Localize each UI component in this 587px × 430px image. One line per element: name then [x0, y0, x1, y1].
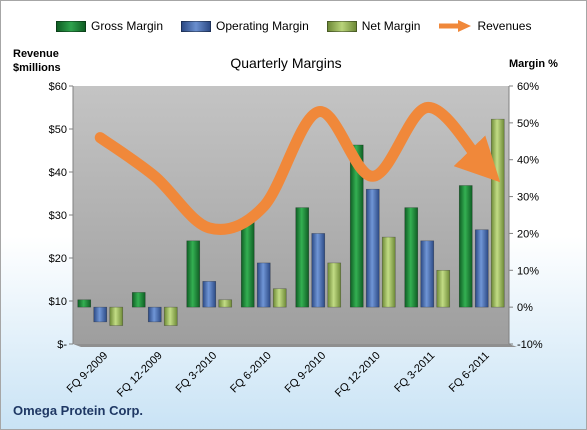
right-tick-label: 30% — [517, 192, 539, 204]
gross-margin-bar — [295, 207, 310, 308]
legend-revenues-label: Revenues — [477, 19, 532, 33]
operating-margin-bar — [256, 262, 271, 308]
operating-margin-bar — [202, 281, 217, 308]
operating-margin-bar — [93, 306, 108, 323]
operating-margin-bar — [311, 233, 326, 308]
left-axis-title-line2: $millions — [13, 62, 61, 74]
gross-margin-swatch — [56, 20, 86, 32]
net-margin-bar — [272, 288, 287, 308]
left-tick-label: $40 — [49, 167, 67, 179]
net-margin-bar — [109, 306, 124, 326]
legend-gross-label: Gross Margin — [91, 19, 164, 33]
category-label: FQ 3-2010 — [174, 350, 220, 396]
gross-margin-bar — [131, 292, 146, 308]
net-margin-bar — [490, 118, 505, 308]
category-label: FQ 12-2010 — [333, 350, 383, 400]
gross-margin-bar — [240, 218, 255, 308]
net-margin-swatch — [326, 20, 357, 32]
plot-background — [73, 86, 509, 344]
net-margin-bar — [327, 262, 342, 308]
legend-net-margin: Net Margin — [326, 19, 421, 33]
right-tick-label: 40% — [517, 155, 539, 167]
revenues-arrow-icon — [439, 20, 472, 32]
company-name: Omega Protein Corp. — [13, 403, 144, 418]
right-tick-label: 0% — [517, 302, 533, 314]
gross-margin-bar — [77, 299, 92, 308]
operating-margin-bar — [147, 306, 162, 323]
category-label: FQ 3-2011 — [392, 350, 437, 395]
right-tick-label: 10% — [517, 265, 539, 277]
left-tick-label: $30 — [49, 210, 67, 222]
right-tick-label: 20% — [517, 228, 539, 240]
legend: Gross Margin Operating Margin Net Margin… — [56, 15, 586, 37]
left-tick-label: $- — [57, 339, 67, 351]
legend-operating-label: Operating Margin — [216, 19, 309, 33]
category-label: FQ 6-2011 — [447, 350, 492, 395]
net-margin-bar — [218, 299, 233, 308]
revenues-line — [94, 102, 501, 235]
category-label: FQ 12-2009 — [115, 350, 165, 400]
legend-net-label: Net Margin — [361, 19, 421, 33]
legend-operating-margin: Operating Margin — [181, 19, 309, 33]
right-tick-label: 50% — [517, 118, 539, 130]
legend-revenues: Revenues — [438, 19, 531, 33]
left-tick-label: $60 — [49, 81, 67, 93]
right-tick-label: 60% — [517, 81, 539, 93]
right-axis-title: Margin % — [509, 58, 558, 70]
chart-title: Quarterly Margins — [230, 55, 342, 71]
net-margin-bar — [436, 269, 451, 308]
gross-margin-bar — [404, 207, 419, 308]
operating-margin-swatch — [181, 20, 212, 32]
legend-gross-margin: Gross Margin — [56, 19, 163, 33]
category-label: FQ 6-2010 — [228, 350, 274, 396]
gross-margin-bar — [458, 185, 473, 308]
gross-margin-bar — [349, 144, 364, 308]
net-margin-bar — [163, 306, 178, 326]
operating-margin-bar — [474, 229, 489, 308]
category-label: FQ 9-2010 — [283, 350, 329, 396]
left-axis-title-line1: Revenue — [13, 48, 59, 60]
operating-margin-bar — [420, 240, 435, 308]
left-tick-label: $10 — [49, 296, 67, 308]
net-margin-bar — [381, 236, 396, 308]
category-label: FQ 9-2009 — [65, 350, 111, 396]
operating-margin-bar — [365, 188, 380, 308]
left-tick-label: $50 — [49, 124, 67, 136]
right-tick-label: -10% — [517, 339, 543, 351]
gross-margin-bar — [186, 240, 201, 308]
left-tick-label: $20 — [49, 253, 67, 265]
plot-floor — [73, 344, 517, 347]
